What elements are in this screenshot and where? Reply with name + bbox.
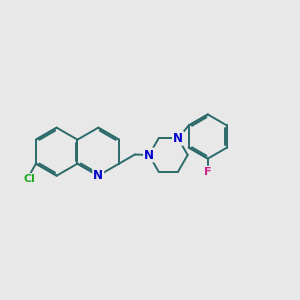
Text: N: N [144, 148, 154, 161]
Text: Cl: Cl [24, 174, 36, 184]
Text: N: N [173, 132, 183, 145]
Text: N: N [93, 169, 103, 182]
Text: F: F [204, 167, 212, 177]
